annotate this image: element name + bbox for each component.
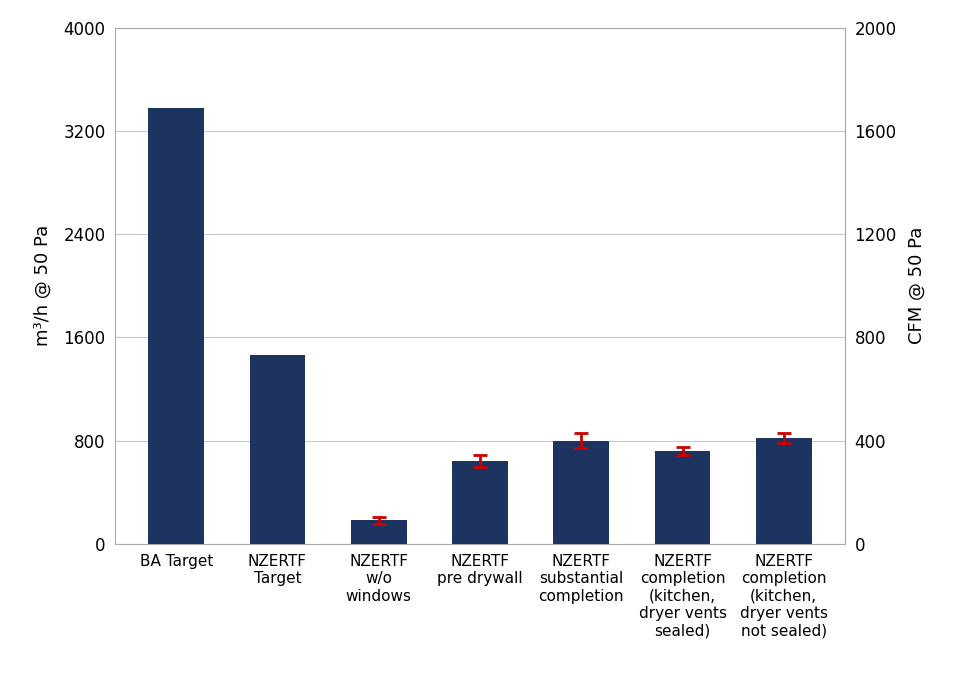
Bar <box>553 441 609 544</box>
Bar <box>655 451 710 544</box>
Y-axis label: m³/h @ 50 Pa: m³/h @ 50 Pa <box>35 225 52 346</box>
Bar <box>756 438 811 544</box>
Bar <box>351 521 407 544</box>
Bar <box>149 108 204 544</box>
Bar <box>250 355 305 544</box>
Y-axis label: CFM @ 50 Pa: CFM @ 50 Pa <box>908 227 925 344</box>
Bar <box>452 461 508 544</box>
